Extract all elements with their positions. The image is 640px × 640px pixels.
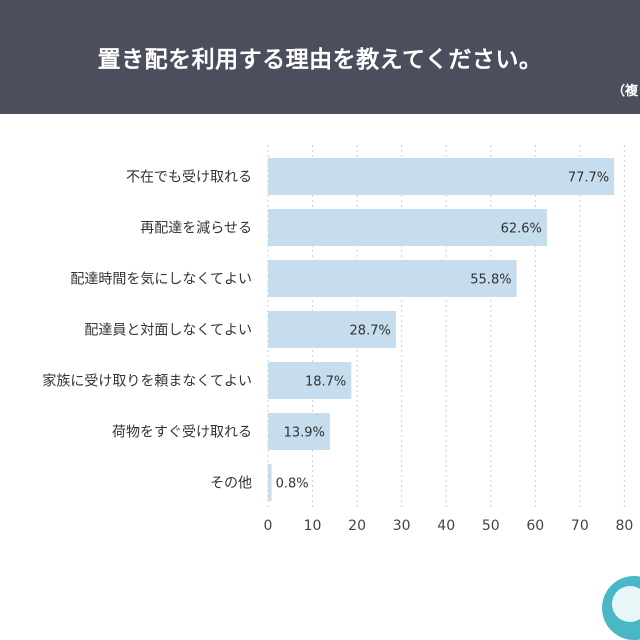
value-label: 13.9%: [284, 426, 325, 441]
header-banner: 置き配を利用する理由を教えてください。 （複: [0, 0, 640, 114]
x-tick-label: 30: [393, 518, 411, 534]
category-label: 配達時間を気にしなくてよい: [70, 272, 252, 288]
x-tick-label: 70: [571, 518, 589, 534]
value-label: 62.6%: [501, 222, 542, 237]
x-tick-label: 80: [615, 518, 633, 534]
value-label: 28.7%: [350, 324, 391, 339]
x-tick-label: 20: [348, 518, 366, 534]
bar: [268, 158, 615, 195]
bar: [268, 311, 396, 348]
page-title: 置き配を利用する理由を教えてください。: [97, 47, 543, 73]
bar: [268, 464, 272, 501]
x-tick-label: 0: [264, 518, 273, 534]
category-label: その他: [210, 476, 252, 492]
value-label: 77.7%: [568, 171, 609, 186]
bar: [268, 362, 352, 399]
category-label: 配達員と対面しなくてよい: [84, 323, 252, 339]
x-tick-label: 50: [482, 518, 500, 534]
x-tick-label: 10: [304, 518, 322, 534]
bar: [268, 209, 547, 246]
value-label: 18.7%: [305, 375, 346, 390]
category-label: 再配達を減らせる: [140, 220, 252, 237]
x-tick-label: 60: [526, 518, 544, 534]
category-label: 家族に受け取りを頼まなくてよい: [42, 373, 252, 390]
bar: [268, 413, 330, 450]
x-tick-label: 40: [437, 518, 455, 534]
value-label: 55.8%: [470, 273, 511, 288]
header-note: （複: [612, 84, 639, 99]
bar: [268, 260, 517, 297]
category-label: 不在でも受け取れる: [126, 170, 252, 186]
logo-mark: [612, 586, 640, 622]
category-label: 荷物をすぐ受け取れる: [112, 425, 252, 441]
value-label: 0.8%: [276, 477, 309, 492]
